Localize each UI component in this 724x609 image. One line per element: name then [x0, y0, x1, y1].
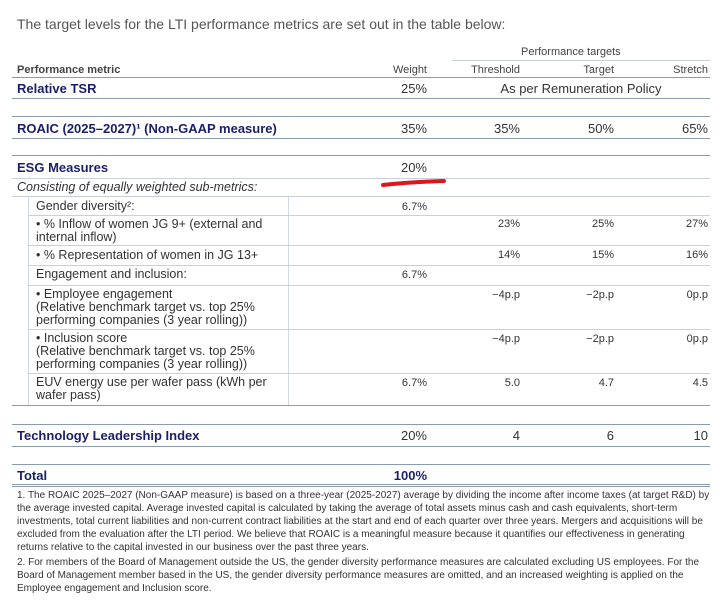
- inflow-label-line2: internal inflow): [36, 230, 117, 244]
- inclusion-score-stretch: 0p.p: [686, 333, 708, 345]
- employee-engagement-target: −2p.p: [586, 289, 614, 301]
- red-underline-annotation: [381, 179, 446, 187]
- row-rule: [12, 155, 710, 156]
- euv-threshold: 5.0: [504, 377, 520, 389]
- row-rule: [12, 138, 710, 139]
- col-stretch: Stretch: [673, 64, 708, 76]
- employee-engagement-line1: • Employee engagement: [36, 287, 173, 301]
- row-tli-weight: 20%: [400, 428, 427, 443]
- row-roaic-target: 50%: [587, 121, 614, 136]
- col-threshold: Threshold: [471, 64, 520, 76]
- row-tli-target: 6: [606, 428, 614, 443]
- engagement-inclusion-label: Engagement and inclusion:: [36, 267, 187, 281]
- col-target: Target: [583, 64, 614, 76]
- row-tli-label: Technology Leadership Index: [17, 428, 200, 443]
- engagement-inclusion-weight: 6.7%: [401, 269, 427, 281]
- inflow-threshold: 23%: [497, 218, 520, 230]
- row-rule: [12, 116, 710, 117]
- inflow-label-line1: • % Inflow of women JG 9+ (external and: [36, 217, 263, 231]
- row-roaic-threshold: 35%: [493, 121, 520, 136]
- row-esg-label: ESG Measures: [17, 160, 109, 175]
- footnote-2: 2. For members of the Board of Managemen…: [17, 557, 700, 594]
- inclusion-score-threshold: −4p.p: [492, 333, 520, 345]
- header-rule: [12, 77, 710, 78]
- total-double-rule: [12, 484, 710, 487]
- row-esg-weight: 20%: [400, 160, 427, 175]
- col-weight: Weight: [392, 64, 427, 76]
- inclusion-score-line3: performing companies (3 year rolling)): [36, 357, 248, 371]
- row-tli-stretch: 10: [693, 428, 708, 443]
- inclusion-score-target: −2p.p: [586, 333, 614, 345]
- row-roaic-label: ROAIC (2025–2027)¹ (Non-GAAP measure): [17, 121, 277, 136]
- row-rule: [28, 265, 710, 266]
- row-rule: [28, 245, 710, 246]
- row-tli-threshold: 4: [512, 428, 520, 443]
- row-rule: [12, 424, 710, 425]
- inclusion-score-line2: (Relative benchmark target vs. top 25%: [36, 344, 255, 358]
- euv-label-line1: EUV energy use per wafer pass (kWh per: [36, 375, 267, 389]
- row-rule: [28, 329, 710, 330]
- euv-weight: 6.7%: [401, 377, 427, 389]
- row-rule: [28, 373, 710, 374]
- row-rule: [28, 285, 710, 286]
- intro-text: The target levels for the LTI performanc…: [17, 16, 506, 32]
- euv-stretch: 4.5: [692, 377, 708, 389]
- row-relative-tsr-label: Relative TSR: [17, 81, 97, 96]
- gender-diversity-weight: 6.7%: [401, 201, 427, 213]
- row-rule: [12, 446, 710, 447]
- footnote-1: 1. The ROAIC 2025–2027 (Non-GAAP measure…: [17, 490, 710, 553]
- row-rule: [28, 215, 710, 216]
- inflow-stretch: 27%: [685, 218, 708, 230]
- row-rule: [12, 178, 710, 179]
- column-rule: [288, 197, 289, 405]
- inclusion-score-line1: • Inclusion score: [36, 331, 128, 345]
- row-rule: [12, 405, 710, 406]
- col-performance-metric: Performance metric: [17, 64, 121, 76]
- representation-stretch: 16%: [685, 249, 708, 261]
- euv-label-line2: wafer pass): [36, 388, 101, 402]
- header-group-rule: [452, 60, 710, 61]
- row-relative-tsr-weight: 25%: [400, 81, 427, 96]
- gender-diversity-label: Gender diversity²:: [36, 199, 135, 213]
- performance-targets-header: Performance targets: [521, 46, 621, 58]
- row-total-weight: 100%: [393, 468, 427, 483]
- row-total-label: Total: [17, 468, 48, 483]
- representation-target: 15%: [591, 249, 614, 261]
- euv-target: 4.7: [598, 377, 614, 389]
- row-rule: [12, 196, 710, 197]
- row-roaic-weight: 35%: [400, 121, 427, 136]
- employee-engagement-line3: performing companies (3 year rolling)): [36, 313, 248, 327]
- indent-rule: [28, 197, 29, 405]
- representation-label: • % Representation of women in JG 13+: [36, 248, 259, 262]
- row-rule: [12, 464, 710, 465]
- employee-engagement-stretch: 0p.p: [686, 289, 708, 301]
- representation-threshold: 14%: [497, 249, 520, 261]
- employee-engagement-threshold: −4p.p: [492, 289, 520, 301]
- employee-engagement-line2: (Relative benchmark target vs. top 25%: [36, 300, 255, 314]
- row-rule: [12, 98, 710, 99]
- row-roaic-stretch: 65%: [681, 121, 708, 136]
- inflow-target: 25%: [591, 218, 614, 230]
- row-relative-tsr-note: As per Remuneration Policy: [500, 81, 662, 96]
- esg-consisting-text: Consisting of equally weighted sub-metri…: [17, 180, 258, 194]
